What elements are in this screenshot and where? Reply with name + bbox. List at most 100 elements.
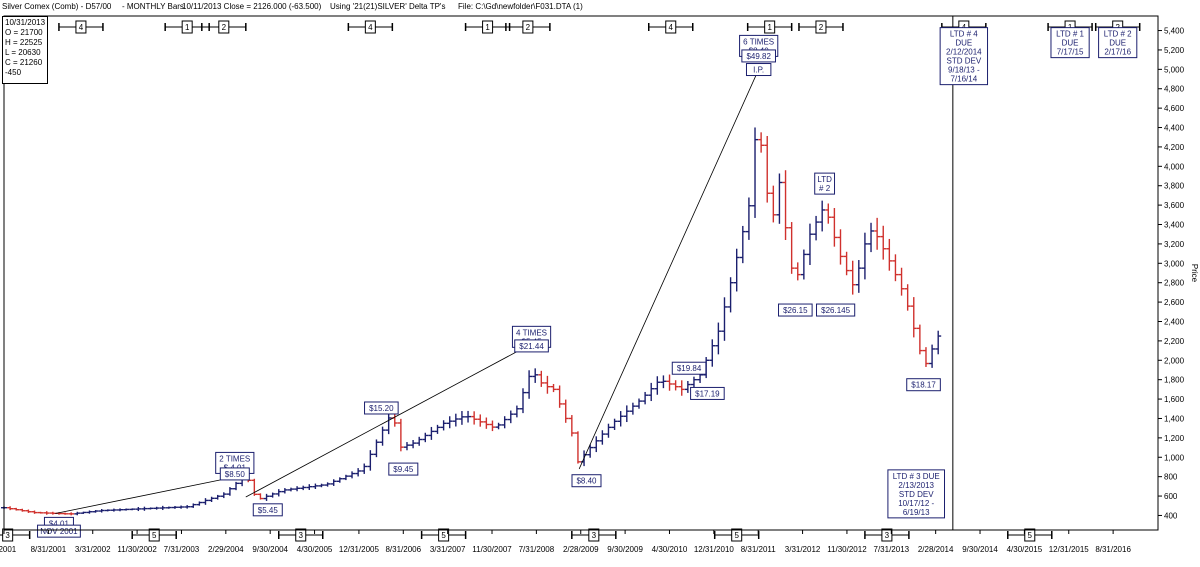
annotation-box: $15.20 — [364, 401, 399, 415]
annotation-text: DUE — [1109, 39, 1126, 48]
ohlc-bar — [135, 506, 142, 512]
ohlc-bar — [642, 391, 649, 405]
annotation-frame — [364, 401, 399, 415]
ohlc-bar — [684, 381, 691, 393]
annotation-frame — [814, 172, 836, 195]
annotation-box: $49.82 — [741, 49, 776, 63]
ohlc-bar — [758, 132, 765, 153]
bars-label: - MONTHLY Bars — [122, 2, 184, 11]
x-tick-label: 3/31/2007 — [430, 545, 466, 554]
x-tick-label: 8/31/2011 — [741, 545, 777, 554]
x-tick-label: 8/31/2016 — [1095, 545, 1131, 554]
annotation-text: LTD # 3 DUE — [893, 472, 940, 481]
annotation-box: $26.15 — [778, 303, 813, 317]
annotation-text: 2/17/16 — [1104, 48, 1131, 57]
annotation-frame — [37, 524, 81, 538]
ohlc-bar — [458, 411, 465, 425]
ohlc-bar — [507, 410, 514, 424]
annotation-frame — [745, 63, 772, 77]
ohlc-bar — [373, 439, 380, 458]
annotation-box: $9.45 — [388, 462, 419, 476]
annotation-text: LTD # 1 — [1056, 30, 1084, 39]
ohlc-bar — [7, 506, 14, 511]
info-change: -450 — [5, 68, 22, 77]
ohlc-bar — [843, 251, 850, 276]
marker-box — [815, 20, 827, 34]
ohlc-bar — [886, 238, 893, 271]
ohlc-bar — [98, 508, 105, 513]
marker-label: 5 — [1028, 531, 1033, 540]
ohlc-bar — [74, 511, 81, 516]
bottom-cycle-marker: 3 — [571, 528, 617, 542]
ohlc-bar — [361, 463, 368, 474]
ohlc-bar — [636, 398, 643, 409]
y-axis-label: Price — [1190, 264, 1199, 283]
y-tick-label: 1,600 — [1164, 395, 1185, 404]
y-tick-label: 3,800 — [1164, 182, 1185, 191]
ohlc-bar — [92, 510, 99, 513]
ohlc-bar — [752, 127, 759, 218]
ohlc-bar — [110, 508, 117, 512]
ohlc-bar — [727, 277, 734, 313]
y-tick-label: 1,000 — [1164, 453, 1185, 462]
ohlc-bar — [318, 483, 325, 488]
annotation-frame — [690, 386, 725, 400]
marker-label: 1 — [767, 23, 772, 32]
marker-box — [764, 20, 776, 34]
annotation-text: # 2 — [819, 184, 831, 193]
y-tick-label: 2,800 — [1164, 279, 1185, 288]
ohlc-bar — [422, 432, 429, 443]
annotation-text: $5.45 — [258, 506, 279, 515]
ohlc-bar — [910, 297, 917, 338]
annotation-box: $5.45 — [252, 503, 283, 517]
annotation-text: $26.145 — [821, 306, 850, 315]
y-tick-label: 4,400 — [1164, 124, 1185, 133]
ohlc-info-box: 10/31/2013 O = 21700 H = 22525 L = 20630… — [2, 16, 48, 84]
top-cycle-marker: 1 — [164, 20, 210, 34]
top-cycle-marker: 2 — [798, 20, 844, 34]
ohlc-bar — [739, 225, 746, 264]
ohlc-bar — [306, 484, 313, 490]
annotation-frame — [906, 378, 941, 392]
marker-label: 1 — [485, 23, 490, 32]
ohlc-bar — [355, 468, 362, 477]
ohlc-bar — [269, 492, 276, 498]
marker-label: 3 — [299, 531, 304, 540]
annotation-box: $19.84 — [671, 361, 707, 375]
top-cycle-marker: 4 — [347, 20, 394, 34]
ohlc-bar — [385, 413, 392, 435]
bottom-cycle-marker: 3 — [277, 528, 324, 542]
y-tick-label: 3,600 — [1164, 201, 1185, 210]
bottom-cycle-marker: 5 — [713, 528, 760, 542]
ohlc-bar — [562, 399, 569, 423]
ohlc-bar — [367, 450, 374, 471]
annotation-text: STD DEV — [946, 57, 981, 66]
ohlc-bar — [465, 410, 472, 423]
ohlc-bar — [165, 506, 172, 509]
y-tick-label: 400 — [1164, 511, 1178, 520]
plot-frame — [3, 15, 1159, 531]
ohlc-bar — [342, 474, 349, 481]
ohlc-bar — [666, 374, 673, 391]
top-cycle-marker: 4 — [58, 20, 104, 34]
marker-box — [295, 528, 307, 542]
ohlc-bar — [233, 481, 240, 491]
ohlc-bar — [147, 507, 154, 510]
annotation-text: $26.15 — [783, 306, 808, 315]
ohlc-bar — [68, 512, 75, 516]
ohlc-bar — [184, 505, 191, 509]
annotation-text: 2/13/2013 — [898, 481, 934, 490]
x-tick-label: 4/30/2015 — [1007, 545, 1043, 554]
ohlc-bar — [349, 471, 356, 479]
ohlc-bar — [599, 430, 606, 445]
ohlc-bar — [648, 382, 655, 402]
ohlc-bar — [733, 248, 740, 292]
annotation-text: LTD # 2 — [1104, 30, 1132, 39]
top-cycle-marker: 1 — [464, 20, 511, 34]
info-high: H = 22525 — [5, 38, 43, 47]
ohlc-bar — [275, 489, 282, 497]
ohlc-bar — [868, 222, 875, 253]
marker-label: 1 — [185, 23, 190, 32]
annotation-text: $21.44 — [519, 342, 544, 351]
ohlc-bar — [526, 370, 533, 399]
